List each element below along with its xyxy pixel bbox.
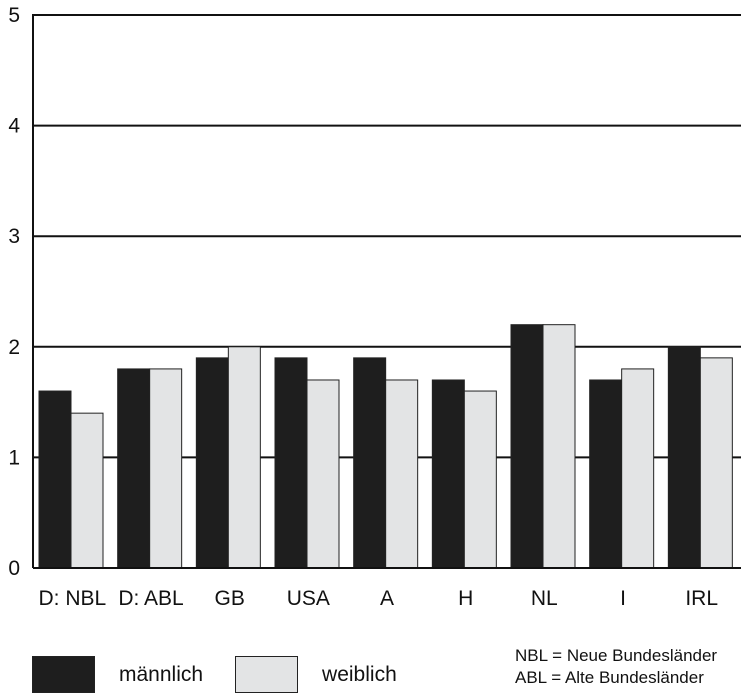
y-tick-label: 0 [8,557,20,580]
bar-weiblich [70,412,104,569]
note-abl: ABL = Alte Bundesländer [515,668,704,687]
bar-maennlich [274,357,308,569]
x-tick-label: NL [531,587,558,610]
x-tick-label: H [458,587,473,610]
bar-weiblich [149,368,183,569]
legend: männlich weiblich [32,656,429,693]
note-nbl: NBL = Neue Bundesländer [515,646,718,665]
bar-maennlich [667,346,701,569]
bar-maennlich [431,379,465,569]
legend-label-weiblich: weiblich [322,662,397,686]
bar-maennlich [195,357,229,569]
y-tick-label: 2 [8,336,20,359]
bar-maennlich [38,390,72,569]
bar-maennlich [353,357,387,569]
legend-swatch-weiblich [235,656,299,693]
x-tick-label: D: NBL [38,587,106,610]
bar-maennlich [589,379,623,569]
y-tick-label: 3 [8,225,20,248]
x-tick-label: GB [214,587,244,610]
x-tick-label: A [380,587,394,610]
legend-item-maennlich: männlich [32,656,203,693]
y-tick-label: 1 [8,446,20,469]
bar-weiblich [621,368,655,569]
bar-weiblich [385,379,419,569]
bar-weiblich [306,379,340,569]
legend-swatch-maennlich [32,656,95,693]
legend-label-maennlich: männlich [119,662,204,686]
abbreviation-note: NBL = Neue Bundesländer ABL = Alte Bunde… [515,645,717,689]
bar-weiblich [227,346,261,569]
x-tick-label: USA [287,587,330,610]
bar-weiblich [699,357,733,569]
x-tick-label: I [620,587,626,610]
x-tick-label: IRL [685,587,718,610]
bar-maennlich [510,324,544,569]
bar-maennlich [117,368,151,569]
bar-weiblich [463,390,497,569]
bar-weiblich [542,324,576,569]
x-tick-label: D: ABL [118,587,183,610]
y-tick-label: 5 [8,4,20,27]
y-tick-label: 4 [8,115,20,138]
legend-item-weiblich: weiblich [235,656,397,693]
